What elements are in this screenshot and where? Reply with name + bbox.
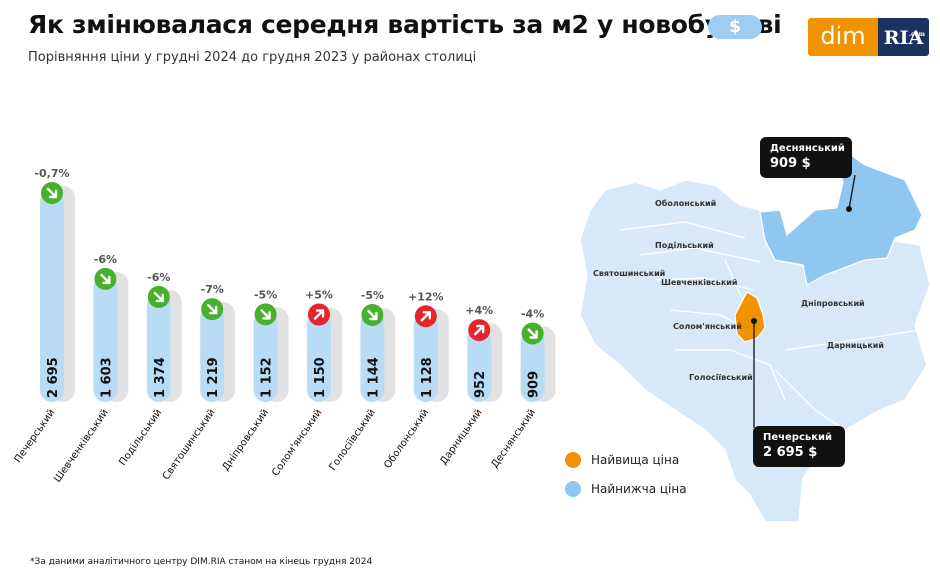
arrow-glyph <box>313 309 325 320</box>
bar-value-label: 1 603 <box>99 357 114 398</box>
map-label-podilskyi: Подільський <box>655 240 714 250</box>
chart-title: Як змінювалася середня вартість за м2 у … <box>28 10 782 39</box>
map-region-light <box>579 179 931 523</box>
bar-value-label: 2 695 <box>46 357 61 398</box>
bar <box>253 311 278 402</box>
map-river-line-f <box>784 329 921 351</box>
change-label: +5% <box>305 289 333 302</box>
map-label-holosiivskyi: Голосіївський <box>689 372 753 382</box>
arrow-glyph <box>207 303 218 315</box>
logo-dim-part: dim <box>808 18 878 56</box>
logo-ria-part: RIA .com <box>878 18 929 56</box>
map-river-line-b <box>639 247 761 263</box>
bar <box>360 312 385 402</box>
category-label: Дніпровський <box>220 407 271 473</box>
footnote: *За даними аналітичного центру DIM.RIA с… <box>30 557 373 567</box>
arrow-glyph <box>367 309 378 321</box>
change-label: +12% <box>408 290 444 303</box>
arrow-glyph <box>474 324 485 336</box>
bar-value-label: 1 374 <box>153 357 168 398</box>
highest-district-shape <box>734 291 766 343</box>
change-label: -5% <box>361 289 384 302</box>
highest-callout-value: 2 695 $ <box>763 444 818 460</box>
bar-value-label: 1 128 <box>420 357 435 398</box>
bar-value-label: 1 219 <box>206 357 221 398</box>
map-label-shevchenkivskyi: Шевченківський <box>661 277 738 287</box>
arrow-glyph <box>260 309 271 320</box>
map-districts <box>579 179 931 523</box>
highest-price-callout: Печерський 2 695 $ <box>753 426 845 467</box>
bar <box>200 306 225 402</box>
legend-highest-swatch <box>565 452 581 468</box>
bar <box>413 313 438 402</box>
bar-value-label: 1 144 <box>366 357 381 398</box>
lowest-callout-value: 909 $ <box>770 155 811 171</box>
lowest-callout-name: Деснянський <box>770 143 845 154</box>
lowest-price-callout: Деснянський 909 $ <box>760 137 852 178</box>
change-label: -7% <box>201 283 224 296</box>
category-label: Дарницький <box>438 407 484 467</box>
map-label-solomianskyi: Солом'янський <box>673 322 742 331</box>
dim-ria-logo[interactable]: dim RIA .com <box>808 18 929 56</box>
kyiv-map: Оболонський Подільський Святошинський Ше… <box>579 154 931 523</box>
change-label: -5% <box>254 288 277 301</box>
arrow-glyph <box>420 311 431 322</box>
bar <box>93 275 118 402</box>
map-label-darnytskyi: Дарницький <box>827 341 884 350</box>
map-river-line-d <box>669 309 741 326</box>
bar <box>307 311 331 402</box>
highest-callout-name: Печерський <box>763 432 833 443</box>
change-label: -4% <box>521 307 544 320</box>
change-label: -6% <box>94 253 117 266</box>
category-label: Солом'янський <box>270 407 324 478</box>
bar <box>40 190 64 402</box>
map-river-line-e <box>675 349 786 401</box>
bar-value-label: 952 <box>473 371 488 398</box>
logo-ria-text: RIA <box>883 27 924 49</box>
category-label: Подільський <box>117 407 165 468</box>
category-label: Святошинський <box>161 407 218 482</box>
category-label: Шевченківський <box>51 407 110 485</box>
legend-lowest-label: Найнижча ціна <box>591 482 687 496</box>
map-river-line-g <box>774 369 846 431</box>
bar-value-label: 1 152 <box>260 357 275 398</box>
change-label: -0,7% <box>34 167 69 180</box>
legend-highest-label: Найвища ціна <box>591 453 680 467</box>
category-label: Оболонський <box>382 407 431 470</box>
arrow-glyph <box>527 328 538 339</box>
bar <box>467 327 492 402</box>
arrow-glyph <box>46 187 58 199</box>
lowest-district-shape <box>759 154 923 286</box>
legend-lowest-swatch <box>565 481 581 497</box>
dollar-badge: $ <box>708 15 762 39</box>
arrow-glyph <box>153 291 164 303</box>
category-label: Деснянський <box>489 407 538 470</box>
bar-value-label: 1 150 <box>313 357 328 398</box>
logo-com-text: .com <box>908 31 925 38</box>
arrow-glyph <box>100 273 111 285</box>
bar-value-label: 909 <box>527 371 542 398</box>
chart-subtitle: Порівняння ціни у грудні 2024 до грудня … <box>28 50 477 65</box>
map-river-line-a <box>619 221 746 239</box>
map-label-dniprovskyi: Дніпровський <box>801 298 865 308</box>
bar <box>146 293 171 402</box>
change-label: +4% <box>465 304 493 317</box>
bar <box>520 330 545 402</box>
category-label: Голосіївський <box>327 407 378 473</box>
bar-chart: 2 695 -0,7% Печерський 1 603 -6% Шевченківськ… <box>13 167 556 485</box>
map-label-obolonskyi: Оболонський <box>655 198 716 208</box>
change-label: -6% <box>147 271 170 284</box>
map-label-sviatoshynskyi: Святошинський <box>593 269 665 278</box>
category-label: Печерський <box>13 407 58 465</box>
lowest-callout-line <box>848 174 856 210</box>
